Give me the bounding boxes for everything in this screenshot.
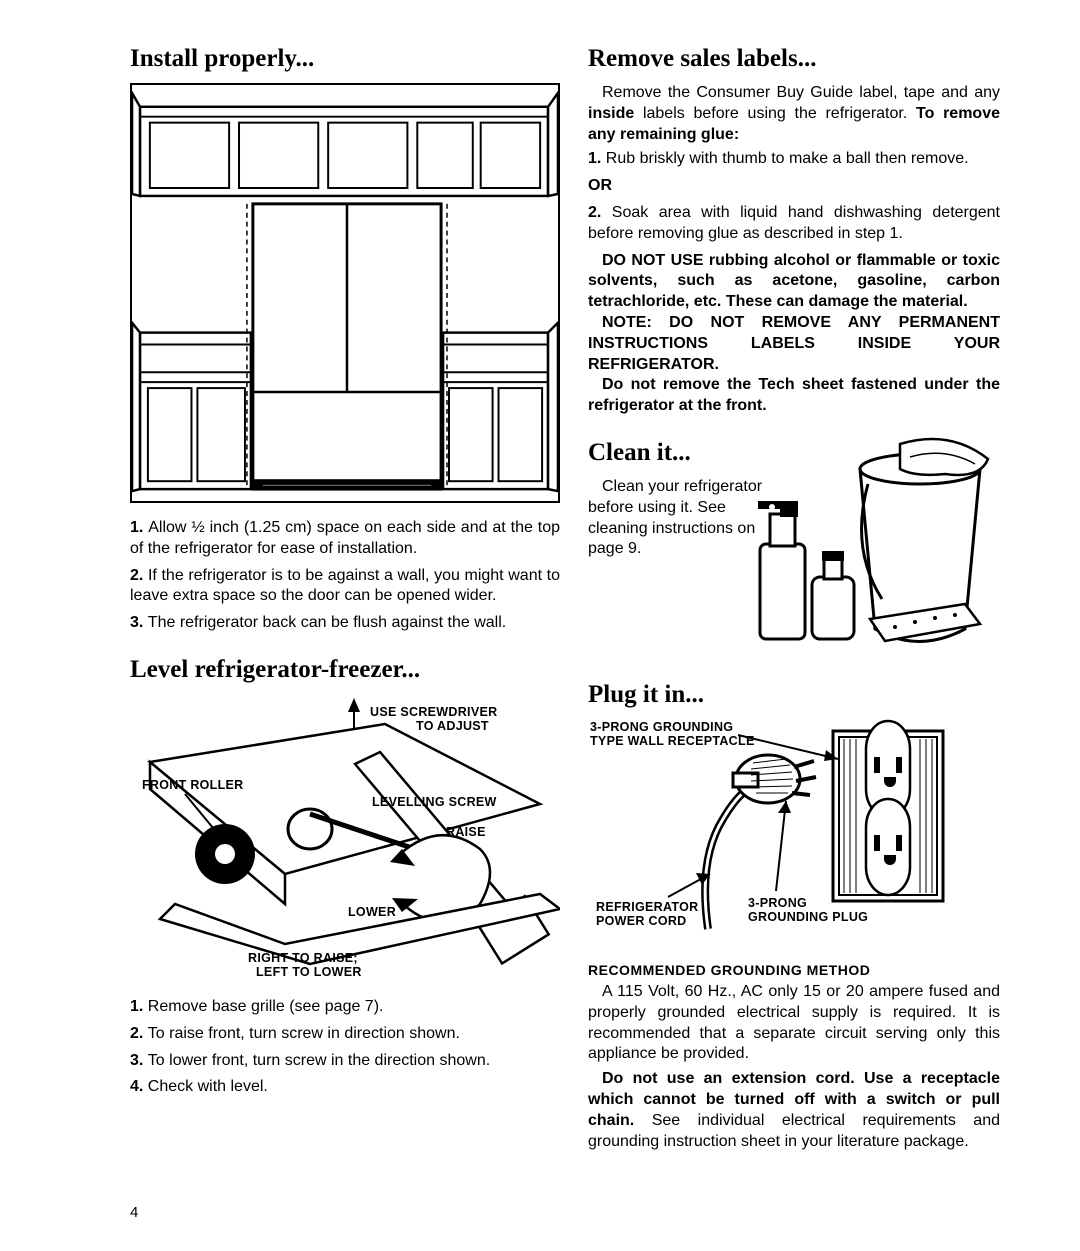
svg-text:POWER CORD: POWER CORD xyxy=(596,914,687,928)
svg-text:REFRIGERATOR: REFRIGERATOR xyxy=(596,900,698,914)
plug-para-2: Do not use an extension cord. Use a rece… xyxy=(588,1069,1000,1152)
level-section: Level refrigerator-freezer... xyxy=(130,656,560,1098)
remove-heading: Remove sales labels... xyxy=(588,45,1000,73)
svg-text:TO ADJUST: TO ADJUST xyxy=(416,719,489,733)
install-list: 1. Allow ½ inch (1.25 cm) space on each … xyxy=(130,518,560,634)
level-item-3-text: To lower front, turn screw in the direct… xyxy=(148,1052,490,1069)
svg-text:RAISE: RAISE xyxy=(446,825,486,839)
plug-heading: Plug it in... xyxy=(588,681,1000,709)
level-item-4: 4. Check with level. xyxy=(130,1077,560,1098)
remove-step-2-text: Soak area with liquid hand dishwashing d… xyxy=(588,204,1000,242)
svg-text:GROUNDING PLUG: GROUNDING PLUG xyxy=(748,910,868,924)
plug-subhead: RECOMMENDED GROUNDING METHOD xyxy=(588,962,1000,978)
level-list: 1. Remove base grille (see page 7). 2. T… xyxy=(130,997,560,1098)
remove-section: Remove sales labels... Remove the Consum… xyxy=(588,45,1000,417)
install-item-2: 2. If the refrigerator is to be against … xyxy=(130,566,560,608)
plug-section: Plug it in... xyxy=(588,681,1000,1152)
svg-text:LEFT TO LOWER: LEFT TO LOWER xyxy=(256,965,362,979)
level-heading: Level refrigerator-freezer... xyxy=(130,656,560,684)
level-item-2-text: To raise front, turn screw in direction … xyxy=(148,1025,460,1042)
svg-text:TYPE WALL RECEPTACLE: TYPE WALL RECEPTACLE xyxy=(590,734,755,748)
plug-illustration: 3-PRONG GROUNDING TYPE WALL RECEPTACLE R… xyxy=(588,719,968,939)
svg-text:LOWER: LOWER xyxy=(348,905,396,919)
remove-or: OR xyxy=(588,176,1000,197)
plug-para-1: A 115 Volt, 60 Hz., AC only 15 or 20 amp… xyxy=(588,982,1000,1065)
remove-warn-2: NOTE: DO NOT REMOVE ANY PERMANENT INSTRU… xyxy=(588,313,1000,375)
level-item-4-text: Check with level. xyxy=(148,1078,268,1095)
level-item-1: 1. Remove base grille (see page 7). xyxy=(130,997,560,1018)
install-heading: Install properly... xyxy=(130,45,560,73)
remove-step-1: 1. Rub briskly with thumb to make a ball… xyxy=(588,149,1000,170)
page-number: 4 xyxy=(130,1204,138,1221)
svg-text:FRONT ROLLER: FRONT ROLLER xyxy=(142,778,244,792)
install-item-1: 1. Allow ½ inch (1.25 cm) space on each … xyxy=(130,518,560,560)
remove-warn-3: Do not remove the Tech sheet fastened un… xyxy=(588,375,1000,417)
remove-step-1-text: Rub briskly with thumb to make a ball th… xyxy=(606,150,969,167)
clean-text: Clean your refrigerator before using it.… xyxy=(588,477,768,560)
level-illustration: USE SCREWDRIVER TO ADJUST FRONT ROLLER L… xyxy=(130,694,560,984)
svg-text:USE SCREWDRIVER: USE SCREWDRIVER xyxy=(370,705,497,719)
level-item-3: 3. To lower front, turn screw in the dir… xyxy=(130,1051,560,1072)
install-item-3-text: The refrigerator back can be flush again… xyxy=(148,614,506,631)
level-item-2: 2. To raise front, turn screw in directi… xyxy=(130,1024,560,1045)
install-item-3: 3. The refrigerator back can be flush ag… xyxy=(130,613,560,634)
svg-text:3-PRONG GROUNDING: 3-PRONG GROUNDING xyxy=(590,720,733,734)
left-column: Install properly... xyxy=(130,45,560,1174)
svg-text:RIGHT TO RAISE;: RIGHT TO RAISE; xyxy=(248,951,358,965)
install-item-1-text: Allow ½ inch (1.25 cm) space on each sid… xyxy=(130,519,560,557)
clean-section: Clean it... Clean your refrigerator befo… xyxy=(588,439,1000,659)
install-item-2-text: If the refrigerator is to be against a w… xyxy=(130,567,560,605)
remove-list: 1. Rub briskly with thumb to make a ball… xyxy=(588,149,1000,244)
remove-step-2: 2. Soak area with liquid hand dishwashin… xyxy=(588,203,1000,245)
svg-text:LEVELLING SCREW: LEVELLING SCREW xyxy=(372,795,497,809)
install-section: Install properly... xyxy=(130,45,560,634)
clean-illustration xyxy=(750,429,1000,659)
level-item-1-text: Remove base grille (see page 7). xyxy=(148,998,384,1015)
svg-text:3-PRONG: 3-PRONG xyxy=(748,896,807,910)
remove-warn-1: DO NOT USE rubbing alcohol or flammable … xyxy=(588,251,1000,313)
install-illustration xyxy=(130,83,560,503)
remove-intro: Remove the Consumer Buy Guide label, tap… xyxy=(588,83,1000,145)
right-column: Remove sales labels... Remove the Consum… xyxy=(588,45,1000,1174)
